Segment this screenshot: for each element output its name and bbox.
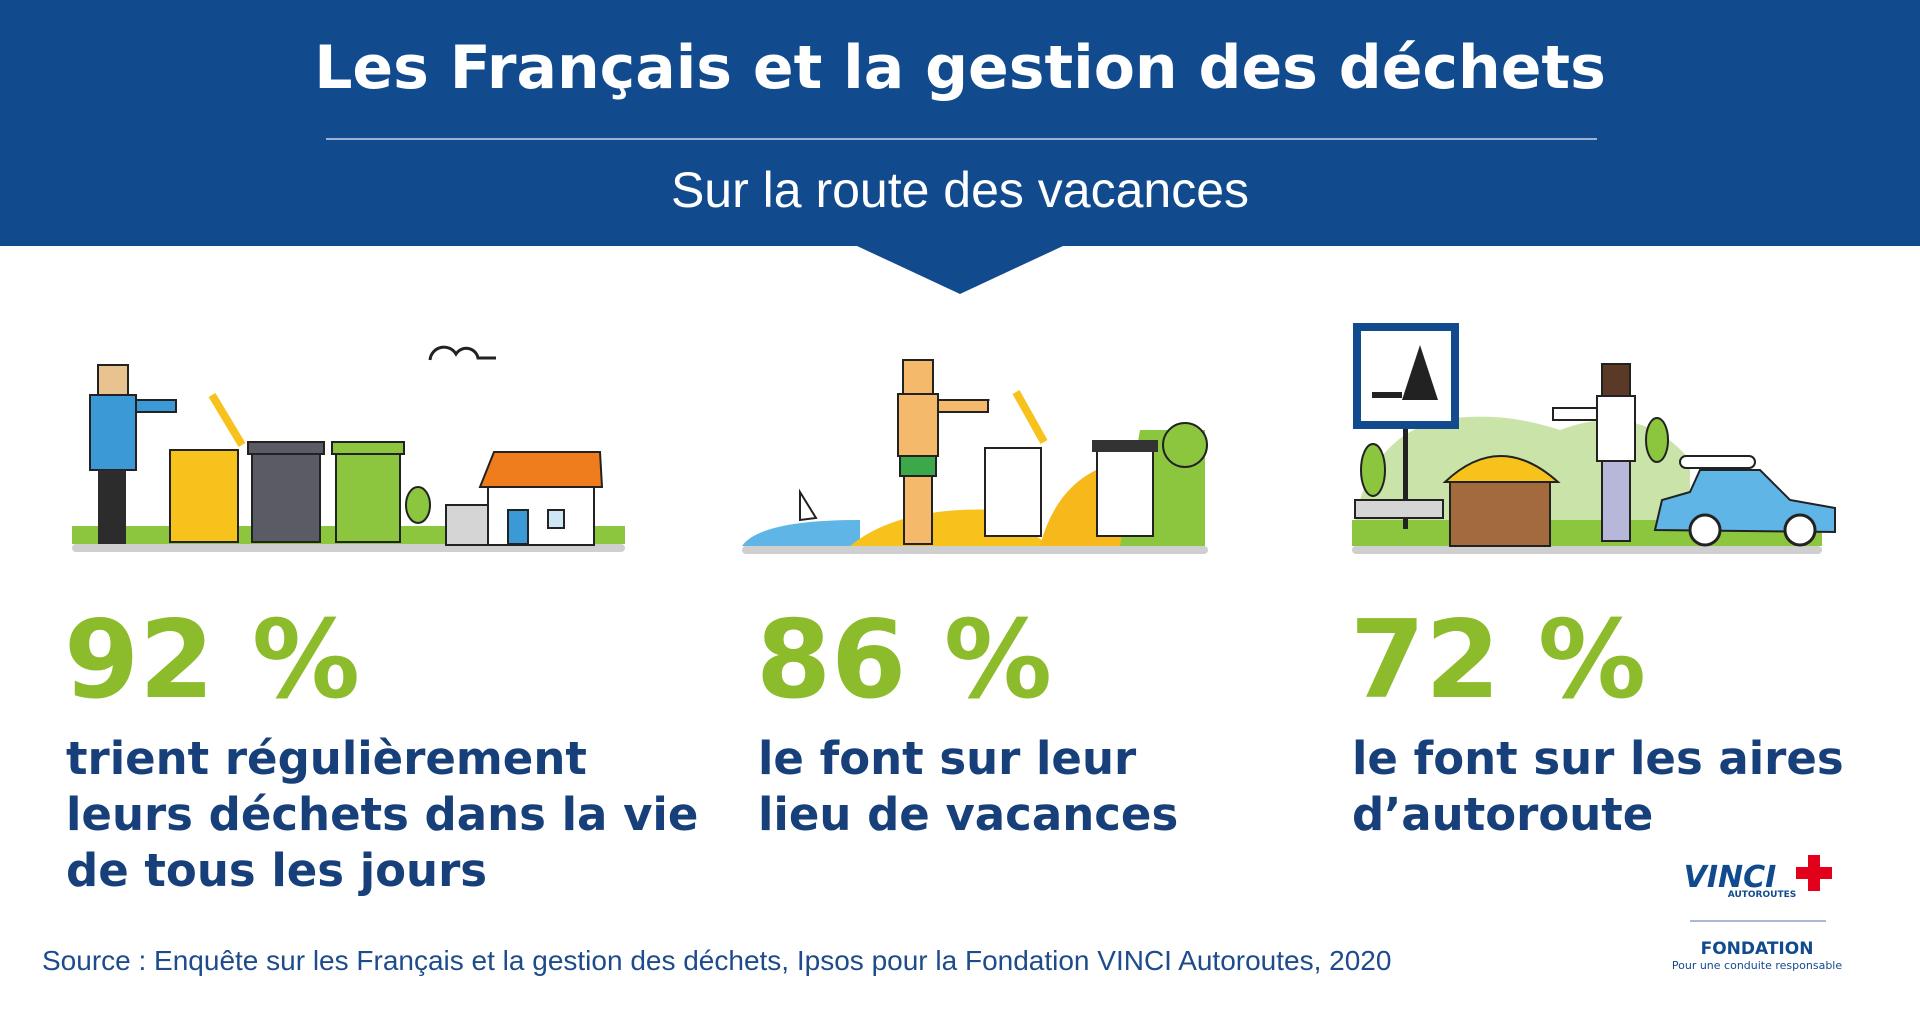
header-band: [0, 0, 1920, 294]
illustration-beach: [742, 359, 1208, 554]
stat-description: trient régulièrement: [66, 732, 587, 785]
stat-value: 72 %: [1350, 598, 1646, 723]
stat-description: leurs déchets dans la vie: [66, 788, 698, 841]
logo-cross: [1796, 855, 1832, 891]
stat-value: 92 %: [64, 598, 360, 723]
title: Les Français et la gestion des déchets: [314, 33, 1606, 103]
logo-brand: VINCI: [1684, 860, 1777, 895]
stat-description: le font sur les aires: [1352, 732, 1844, 785]
source: Source : Enquête sur les Français et la …: [42, 945, 1391, 976]
stat-description: de tous les jours: [66, 844, 487, 897]
subtitle: Sur la route des vacances: [671, 162, 1249, 218]
logo-tagline: Pour une conduite responsable: [1672, 959, 1842, 972]
stat-description: d’autoroute: [1352, 788, 1653, 841]
logo-sub: AUTOROUTES: [1728, 890, 1796, 900]
illustration-home: [72, 345, 625, 552]
stat-description: le font sur leur: [758, 732, 1137, 785]
stat-value: 86 %: [756, 598, 1052, 723]
logo-foundation: FONDATION: [1701, 939, 1814, 959]
logo: VINCI AUTOROUTES FONDATION Pour une cond…: [1672, 855, 1842, 972]
illustration-rest-area: [1352, 323, 1836, 554]
stat-description: lieu de vacances: [758, 788, 1178, 841]
